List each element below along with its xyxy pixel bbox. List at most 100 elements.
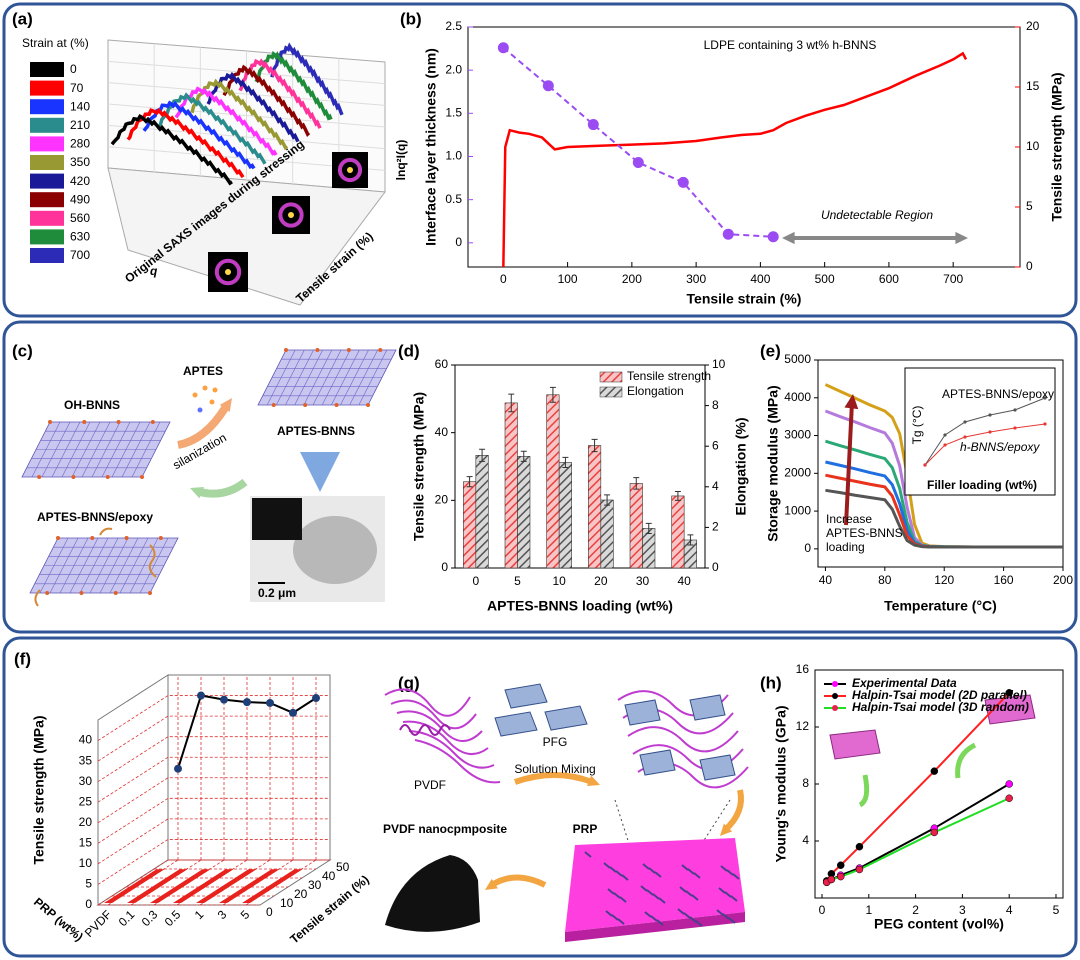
panel-label: (c)	[12, 341, 33, 360]
saxs-curve	[270, 42, 344, 116]
inset-line	[924, 397, 1046, 466]
y-tick-label: 40	[79, 733, 93, 747]
floor-bar	[150, 869, 211, 903]
legend-marker	[832, 693, 838, 699]
model-line	[826, 783, 1010, 884]
label: Solution Mixing	[514, 762, 595, 776]
edge-group	[158, 536, 163, 540]
thickness-point	[677, 176, 689, 188]
x-tick-label: 5	[1053, 903, 1060, 917]
arrow-head	[782, 231, 795, 245]
x-tick-label: 0.3	[139, 907, 161, 929]
prp-flake	[732, 873, 740, 880]
bar	[504, 402, 518, 569]
prp-slab	[565, 838, 745, 932]
legend-swatch	[30, 155, 64, 170]
panel-label: (h)	[760, 673, 782, 692]
legend-swatch	[599, 386, 623, 398]
molecule-atom	[209, 399, 215, 405]
grid-line	[97, 777, 330, 824]
y-tick-label: 0	[441, 560, 448, 574]
error-bar	[604, 494, 611, 506]
prp-flake	[605, 910, 613, 917]
error-bar	[508, 393, 515, 413]
edge-group	[116, 420, 121, 424]
y-tick-label: 5	[85, 877, 92, 891]
axis-label: Storage modulus (MPa)	[765, 385, 781, 541]
prp-flake	[621, 874, 629, 881]
z-tick-label: 10	[280, 896, 294, 910]
y-tick-label: 8	[802, 776, 809, 790]
floor-bar	[173, 869, 234, 903]
error-bar	[549, 386, 556, 403]
y-tick-label: 30	[79, 774, 93, 788]
legend-swatch	[30, 80, 64, 96]
z-tick-label: 0	[266, 905, 273, 919]
composite-chains	[617, 690, 749, 789]
pfg-sheet	[699, 754, 736, 781]
nanosheet	[29, 536, 179, 595]
y-tick-label: 0.5	[445, 192, 462, 206]
arrow-head	[485, 878, 498, 890]
inset-frame	[904, 367, 1056, 496]
saxs-beam	[347, 167, 353, 173]
error-bar	[633, 477, 640, 490]
prp-flake	[687, 868, 695, 875]
prp-flake	[685, 890, 693, 897]
bar	[558, 462, 572, 569]
inset-point	[1013, 408, 1017, 412]
edge-group	[48, 420, 52, 424]
thickness-point	[767, 231, 779, 243]
floor-bar	[242, 869, 303, 903]
x-tick-label: 200	[622, 272, 642, 286]
y-tick-label: 20	[79, 815, 93, 829]
grid-line	[97, 797, 330, 844]
prp-flake	[644, 911, 652, 918]
x-tick-label: 700	[943, 272, 963, 286]
edge-group	[124, 536, 129, 540]
legend-label: 210	[70, 118, 90, 132]
inset-label: APTES-BNNS/epoxy	[942, 387, 1054, 401]
bar	[588, 445, 602, 569]
x-tick-label: 5	[238, 907, 253, 922]
prp-flake	[677, 908, 685, 915]
axis-label: Tensile strength (MPa)	[1049, 72, 1065, 221]
z-tick-label: 50	[336, 860, 350, 874]
prp-flake	[648, 867, 656, 874]
axis-label: Interface layer thickness (nm)	[423, 48, 439, 246]
strength-point	[174, 764, 182, 773]
legend-label: 140	[70, 99, 90, 113]
y2-tick-label: 6	[712, 438, 719, 452]
y2-tick-label: 4	[712, 479, 719, 493]
label: PRP	[573, 822, 598, 836]
edge-group	[150, 420, 155, 424]
edge-group	[140, 475, 144, 479]
panel-label: (b)	[400, 9, 422, 28]
bar	[463, 481, 477, 569]
grid-line	[97, 715, 330, 762]
panel-label: (d)	[398, 341, 420, 360]
legend-swatch	[30, 173, 64, 189]
legend-label: 0	[70, 62, 77, 76]
y-tick-label: 35	[79, 753, 93, 767]
pfg-sheet	[689, 694, 726, 721]
y-tick-label: 3000	[784, 428, 811, 442]
bar	[600, 499, 614, 569]
prp-flake	[646, 889, 654, 896]
x-tick-label: 2	[912, 903, 919, 917]
error-bar	[520, 450, 527, 462]
x-tick-label: 0.5	[162, 907, 184, 929]
edge-group	[346, 348, 351, 352]
axis-label: APTES-BNNS loading (wt%)	[487, 598, 673, 614]
x-tick-label: 200	[1053, 573, 1073, 587]
prp-flake	[640, 885, 648, 892]
y-tick-label: 5000	[784, 352, 811, 366]
molecule-atom	[192, 392, 198, 398]
y2-tick-label: 20	[1026, 19, 1040, 33]
silanization-arrow	[177, 405, 229, 449]
x-tick-label: 1	[865, 903, 872, 917]
saxs-curve	[110, 113, 233, 186]
saxs-curve	[174, 86, 278, 156]
edge-group	[148, 591, 152, 595]
